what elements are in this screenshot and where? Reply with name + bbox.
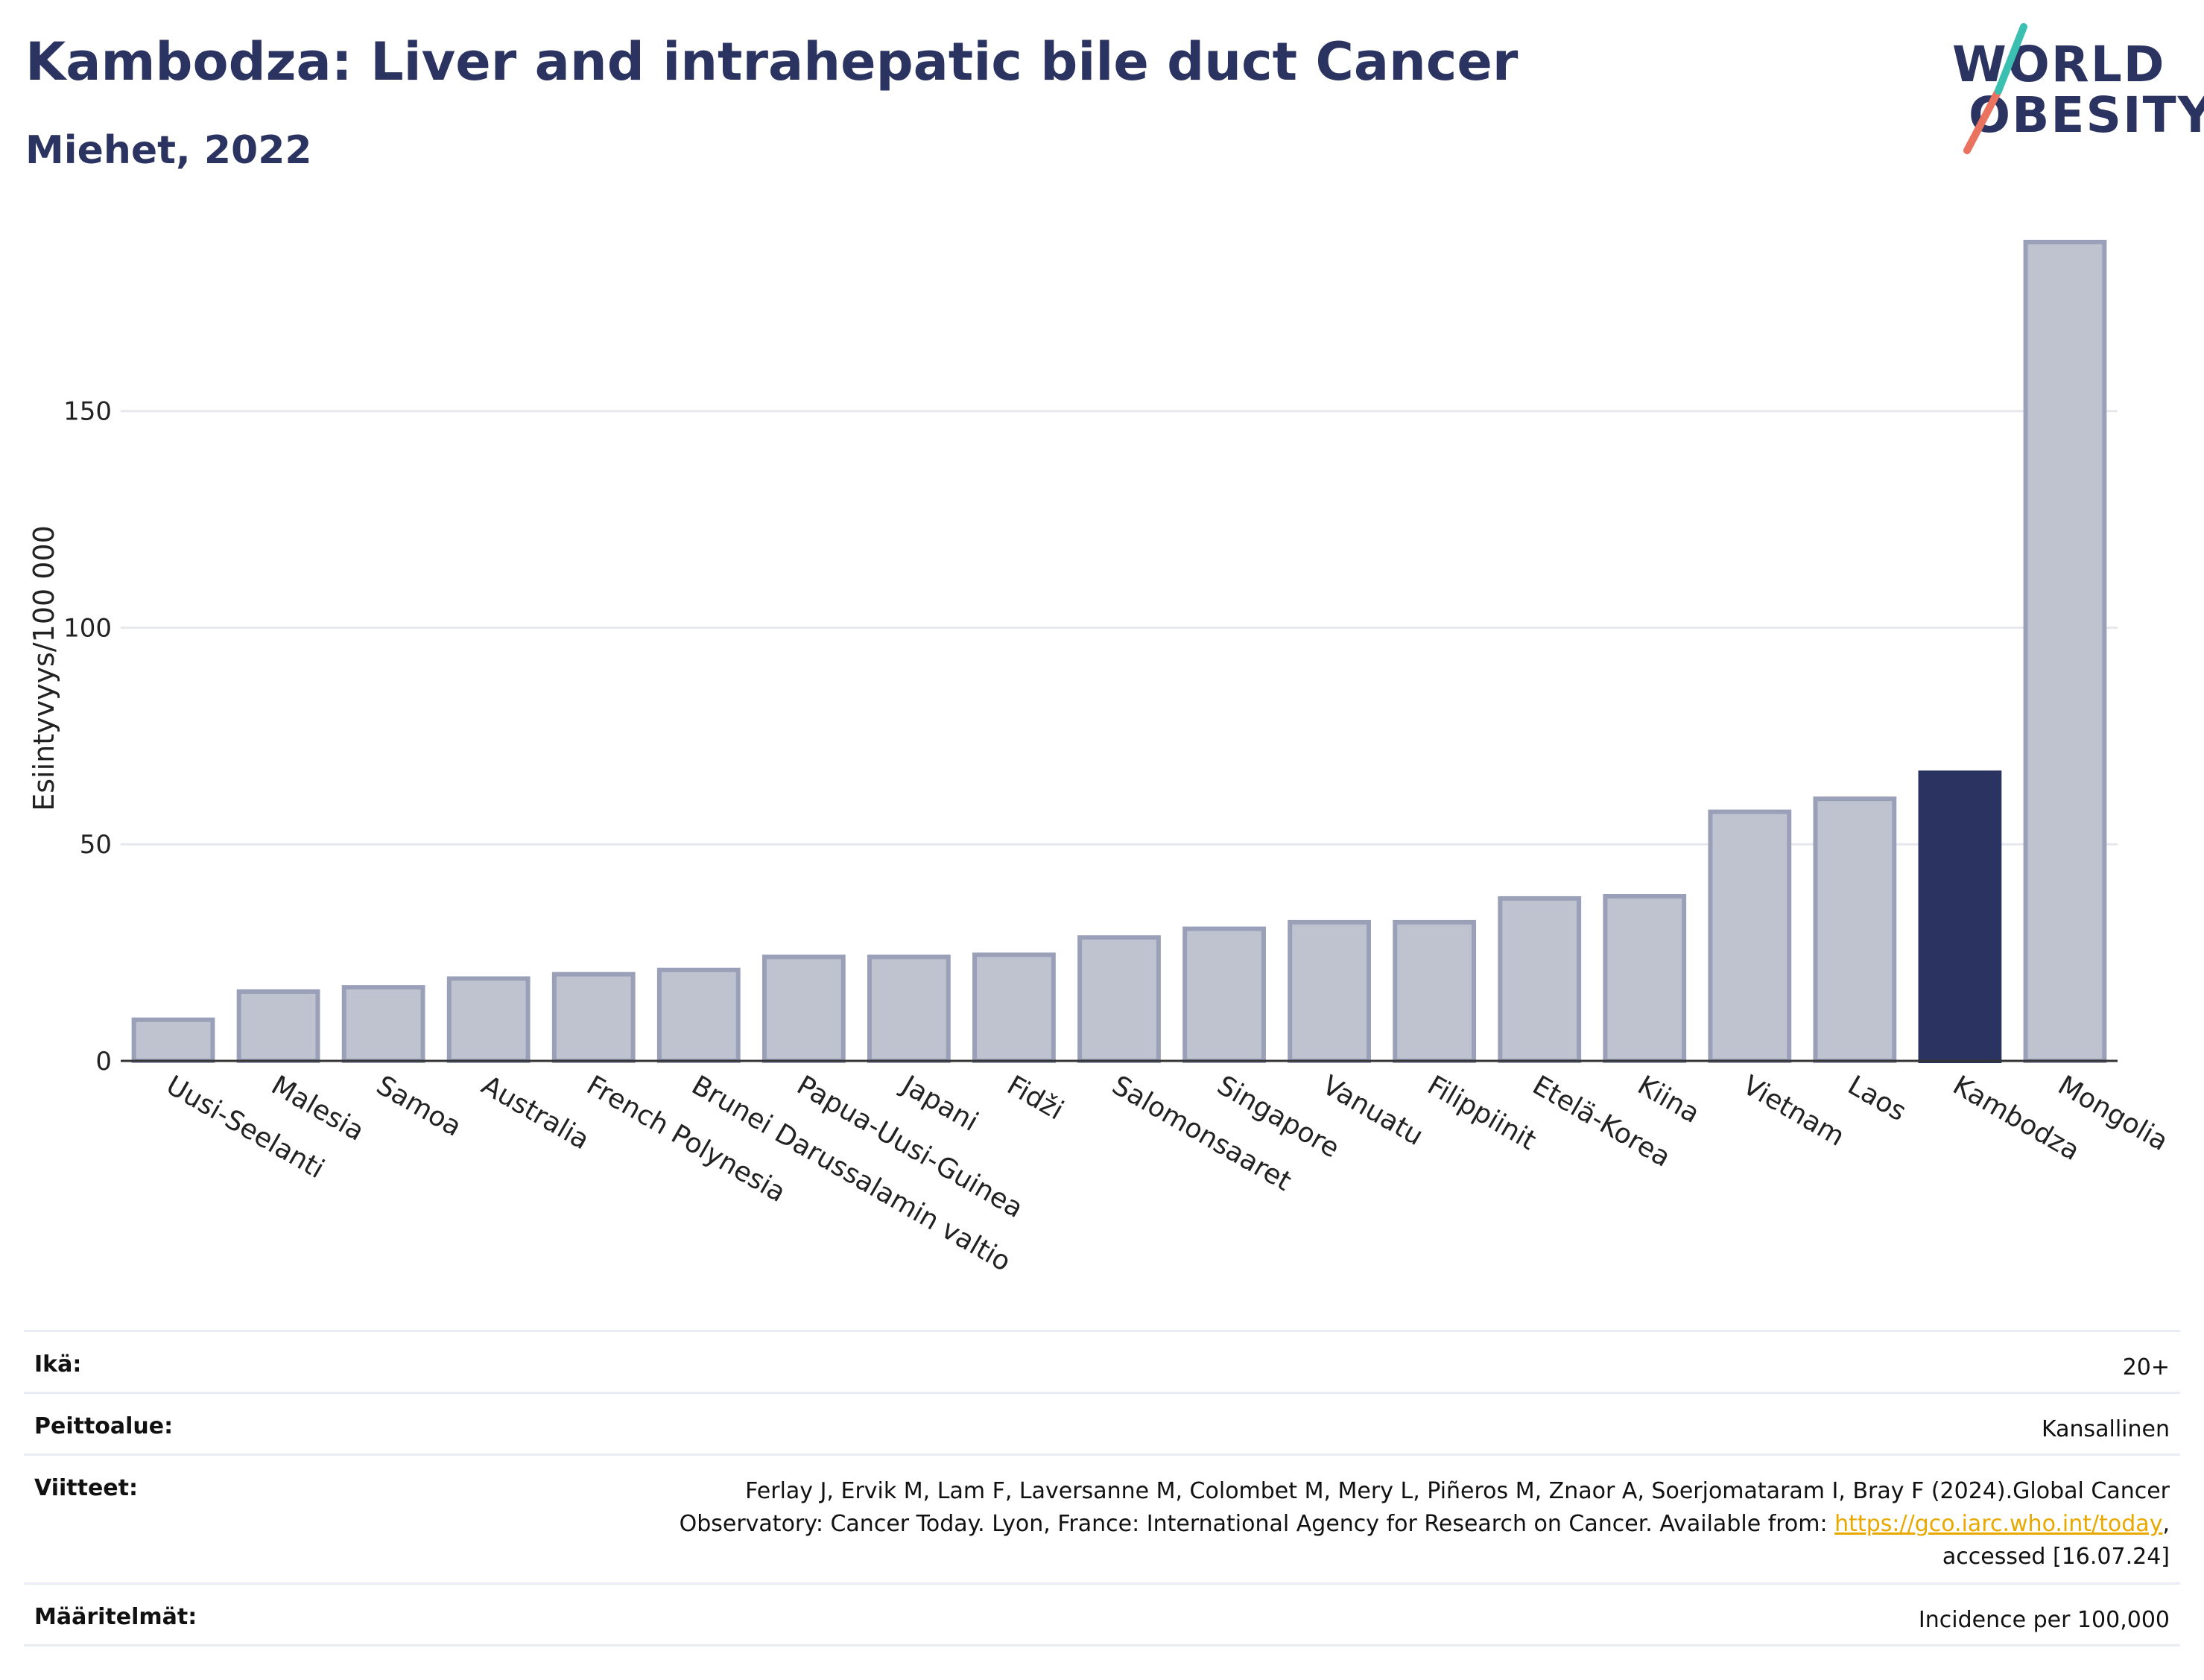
references-line-2: Observatory: Cancer Today. Lyon, France:… bbox=[605, 1508, 2170, 1541]
bar-etel-korea bbox=[1498, 896, 1582, 1064]
x-tick-label: French Polynesia bbox=[581, 1070, 791, 1208]
meta-row-age: Ikä: 20+ bbox=[24, 1330, 2180, 1392]
bar-vanuatu bbox=[1288, 919, 1372, 1064]
age-value: 20+ bbox=[2122, 1354, 2170, 1381]
bar-brunei-darussalamin-valtio bbox=[656, 967, 741, 1064]
references-line-2-end: , bbox=[2162, 1511, 2170, 1537]
references-label: Viitteet: bbox=[34, 1475, 138, 1501]
bar-salomonsaaret bbox=[1077, 935, 1161, 1064]
x-tick-label: Laos bbox=[1843, 1070, 1911, 1127]
references-link[interactable]: https://gco.iarc.who.int/today bbox=[1834, 1511, 2163, 1537]
definitions-value: Incidence per 100,000 bbox=[1918, 1607, 2170, 1633]
logo-text-world: WORLD bbox=[1952, 36, 2166, 93]
bar-papua-uusi-guinea bbox=[761, 954, 846, 1064]
y-axis-ticks: 0 50 100 150 bbox=[63, 397, 112, 1077]
coverage-label: Peittoalue: bbox=[34, 1413, 174, 1439]
references-line-3: accessed [16.07.24] bbox=[1942, 1544, 2170, 1570]
age-label: Ikä: bbox=[34, 1351, 82, 1378]
x-tick-label: Kiina bbox=[1633, 1070, 1705, 1129]
x-tick-label: Samoa bbox=[371, 1070, 466, 1143]
logo-slash-icon bbox=[1963, 23, 2027, 154]
bar-laos bbox=[1813, 796, 1897, 1063]
chart-title: Kambodza: Liver and intrahepatic bile du… bbox=[25, 31, 1519, 92]
meta-row-definitions: Määritelmät: Incidence per 100,000 bbox=[24, 1582, 2180, 1646]
bar-japani bbox=[867, 954, 951, 1064]
y-tick-label: 150 bbox=[63, 397, 112, 427]
chart-subtitle: Miehet, 2022 bbox=[25, 128, 312, 173]
y-tick-label: 100 bbox=[63, 613, 112, 643]
y-tick-label: 0 bbox=[95, 1047, 112, 1077]
references-line-2-text: Observatory: Cancer Today. Lyon, France:… bbox=[679, 1511, 1835, 1537]
x-tick-label: Filippiinit bbox=[1422, 1070, 1542, 1156]
bar-uusi-seelanti bbox=[131, 1017, 215, 1064]
references-value: Ferlay J, Ervik M, Lam F, Laversanne M, … bbox=[605, 1475, 2170, 1573]
bar-samoa bbox=[341, 985, 425, 1063]
bar-filippiinit bbox=[1393, 919, 1477, 1064]
bar-fid-i bbox=[972, 952, 1056, 1063]
bar-french-polynesia bbox=[551, 971, 636, 1063]
x-tick-label: Salomonsaaret bbox=[1107, 1070, 1296, 1197]
bar-mongolia bbox=[2023, 239, 2107, 1063]
bar-australia bbox=[446, 976, 531, 1063]
x-tick-label: Japani bbox=[896, 1069, 984, 1138]
definitions-label: Määritelmät: bbox=[34, 1604, 197, 1630]
references-line-1: Ferlay J, Ervik M, Lam F, Laversanne M, … bbox=[745, 1478, 2170, 1504]
logo-text-obesity: OBESITY bbox=[1969, 86, 2204, 144]
world-obesity-logo: WORLD OBESITY bbox=[1937, 22, 2204, 156]
bars bbox=[131, 239, 2107, 1064]
x-tick-label: Australia bbox=[476, 1070, 594, 1156]
x-tick-label: Vietnam bbox=[1738, 1070, 1849, 1153]
coverage-value: Kansallinen bbox=[2041, 1416, 2170, 1442]
grid-lines bbox=[121, 410, 2118, 846]
x-tick-label: Fidži bbox=[1001, 1070, 1068, 1126]
y-tick-label: 50 bbox=[80, 830, 112, 860]
bar-kiina bbox=[1603, 894, 1687, 1063]
bar-singapore bbox=[1182, 926, 1266, 1063]
bar-vietnam bbox=[1708, 809, 1792, 1063]
y-axis-label: Esiintyvyys/100 000 bbox=[28, 525, 60, 811]
bar-malesia bbox=[236, 989, 320, 1064]
meta-row-coverage: Peittoalue: Kansallinen bbox=[24, 1392, 2180, 1454]
bar-kambodza bbox=[1918, 770, 2002, 1064]
meta-row-references: Viitteet: Ferlay J, Ervik M, Lam F, Lave… bbox=[24, 1454, 2180, 1582]
metadata-table: Ikä: 20+ Peittoalue: Kansallinen Viittee… bbox=[24, 1330, 2180, 1646]
